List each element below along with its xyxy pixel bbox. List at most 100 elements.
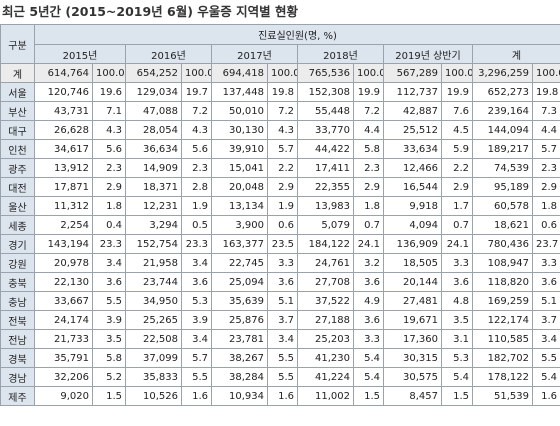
table-cell: 1.9 [267,196,298,216]
table-cell: 13,983 [297,196,354,216]
row-label: 대구 [0,120,35,140]
table-cell: 3.6 [441,272,473,292]
table-cell: 9,918 [383,196,442,216]
table-cell: 34,617 [34,139,93,159]
table-cell: 18,371 [125,177,182,197]
table-cell: 13,134 [211,196,268,216]
table-cell: 2.9 [353,177,384,197]
table-row: 충북 22,130 3.6 23,744 3.6 25,094 3.6 27,708 3.6 20… [0,272,560,292]
table-cell: 0.6 [267,215,298,235]
table-cell: 24,174 [34,310,93,330]
table-cell: 5.3 [181,291,212,311]
table-cell: 33,634 [383,139,442,159]
table-cell: 3.3 [267,253,298,273]
table-cell: 3,294 [125,215,182,235]
table-cell: 652,273 [472,82,533,102]
table-cell: 100.0 [532,63,560,83]
table-cell: 43,731 [34,101,93,121]
table-row: 제주 9,020 1.5 10,526 1.6 10,934 1.6 11,002 1.5 8,4… [0,386,560,406]
table-cell: 4.3 [267,120,298,140]
table-row: 울산 11,312 1.8 12,231 1.9 13,134 1.9 13,983 1.8 9,… [0,196,560,216]
table-cell: 2.8 [181,177,212,197]
table-cell: 2.2 [441,158,473,178]
row-label: 세종 [0,215,35,235]
table-cell: 654,252 [125,63,182,83]
table-cell: 21,958 [125,253,182,273]
table-cell: 9,020 [34,386,93,406]
table-cell: 22,130 [34,272,93,292]
table-cell: 2,254 [34,215,93,235]
table-cell: 23.7 [532,234,560,254]
row-label: 서울 [0,82,35,102]
table-cell: 2.9 [532,177,560,197]
table-cell: 7.1 [92,101,126,121]
table-cell: 27,188 [297,310,354,330]
table-cell: 3.6 [181,272,212,292]
header-cell: 2019년 상반기 [383,44,473,64]
table-cell: 24.1 [441,234,473,254]
table-cell: 22,355 [297,177,354,197]
header-cell: 2016년 [125,44,212,64]
table-cell: 18,621 [472,215,533,235]
table-cell: 19,671 [383,310,442,330]
table-cell: 0.7 [441,215,473,235]
table-row: 경기 143,194 23.3 152,754 23.3 163,377 23.5 184,1… [0,234,560,254]
table-cell: 11,002 [297,386,354,406]
table-cell: 20,144 [383,272,442,292]
row-label: 부산 [0,101,35,121]
table-cell: 4,094 [383,215,442,235]
table-cell: 12,466 [383,158,442,178]
row-label: 전남 [0,329,35,349]
table-cell: 1.6 [181,386,212,406]
table-cell: 25,203 [297,329,354,349]
table-cell: 5.5 [92,291,126,311]
table-cell: 100.0 [441,63,473,83]
table-cell: 3.9 [181,310,212,330]
table-row: 서울 120,746 19.6 129,034 19.7 137,448 19.8 152,3… [0,82,560,102]
table-cell: 112,737 [383,82,442,102]
table-cell: 24.1 [353,234,384,254]
table-cell: 2.9 [92,177,126,197]
table-cell: 3.4 [532,329,560,349]
table-cell: 129,034 [125,82,182,102]
table-cell: 28,054 [125,120,182,140]
table-cell: 143,194 [34,234,93,254]
table-cell: 34,950 [125,291,182,311]
table-cell: 19.8 [267,82,298,102]
table-cell: 100.0 [267,63,298,83]
table-cell: 1.5 [92,386,126,406]
table-cell: 25,876 [211,310,268,330]
table-cell: 2.3 [92,158,126,178]
table-cell: 21,733 [34,329,93,349]
table-cell: 3,296,259 [472,63,533,83]
table-cell: 25,512 [383,120,442,140]
table-cell: 24,761 [297,253,354,273]
table-row: 인천 34,617 5.6 36,634 5.6 39,910 5.7 44,422 5.8 33… [0,139,560,159]
table-cell: 18,505 [383,253,442,273]
table-cell: 765,536 [297,63,354,83]
table-cell: 4.9 [353,291,384,311]
table-row: 광주 13,912 2.3 14,909 2.3 15,041 2.2 17,411 2.3 12… [0,158,560,178]
table-row: 계 614,764 100.0 654,252 100.0 694,418 100.0 765… [0,63,560,83]
table-cell: 20,978 [34,253,93,273]
row-label: 강원 [0,253,35,273]
table-cell: 100.0 [92,63,126,83]
header-cell: 구분 [0,24,35,64]
table-cell: 3.4 [181,329,212,349]
table-cell: 5.3 [441,348,473,368]
table-cell: 1.8 [92,196,126,216]
header-cell: 2015년 [34,44,126,64]
table-cell: 3.6 [532,272,560,292]
table-cell: 19.8 [532,82,560,102]
header-cell: 2017년 [211,44,298,64]
header-cell: 2018년 [297,44,384,64]
row-label: 인천 [0,139,35,159]
table-cell: 3.4 [181,253,212,273]
table-cell: 182,702 [472,348,533,368]
table-cell: 122,174 [472,310,533,330]
table-cell: 1.5 [441,386,473,406]
table-cell: 152,308 [297,82,354,102]
header-row: 구분 진료실인원(명, %) [0,24,560,64]
table-cell: 567,289 [383,63,442,83]
